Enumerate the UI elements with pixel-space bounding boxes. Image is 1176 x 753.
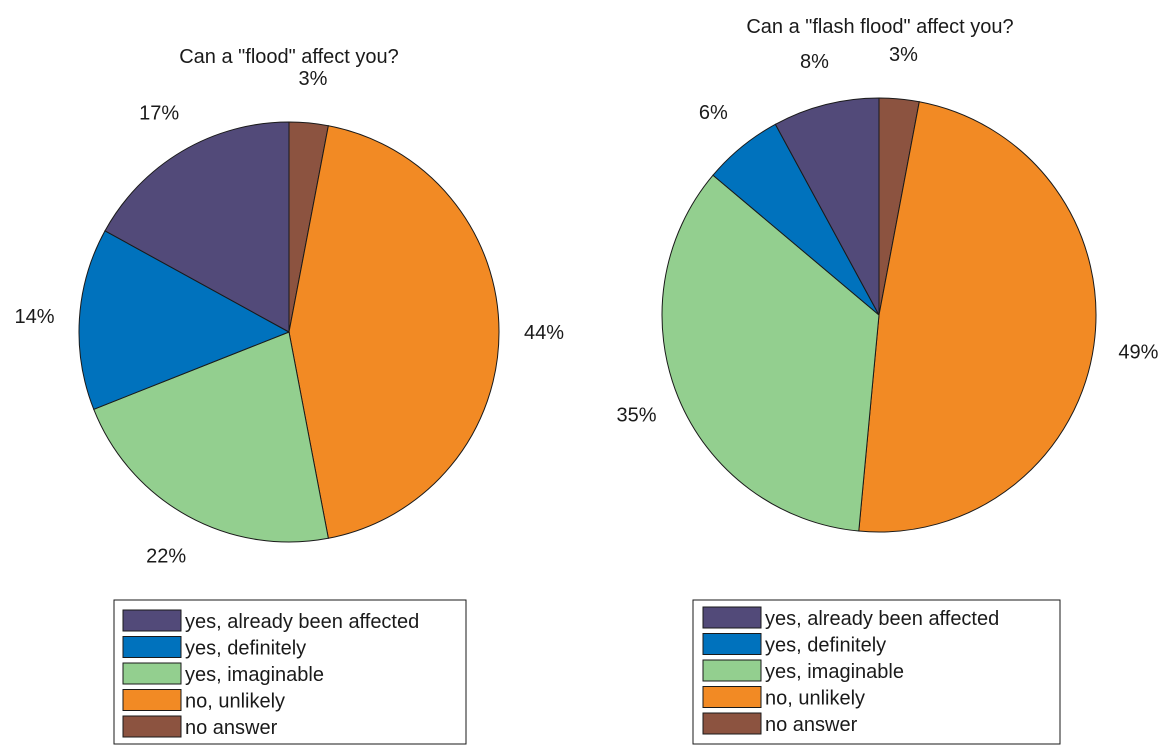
chart-title-flash-flood: Can a "flash flood" affect you? — [746, 16, 1013, 38]
pie-slice-yes-already-been-affected — [774, 97, 880, 316]
legend-items: yes, already been affected yes, definitel… — [702, 606, 999, 736]
legend-label-yes-already-been-affected: yes, already been affected — [765, 608, 999, 630]
pie-label-yes-already-been-affected: 17% — [139, 103, 179, 125]
legend-label-no-answer: no answer — [185, 717, 278, 739]
legend-label-no-unlikely: no, unlikely — [765, 688, 865, 710]
pie-slice-yes-definitely — [78, 230, 291, 410]
legend-swatch-yes-imaginable — [122, 662, 182, 685]
pie-slice-yes-already-been-affected — [104, 121, 290, 333]
chart-title-flood: Can a "flood" affect you? — [179, 46, 399, 68]
pie-label-no-unlikely: 44% — [524, 322, 564, 344]
legend-label-yes-imaginable: yes, imaginable — [185, 664, 324, 686]
legend-swatch-yes-definitely — [702, 633, 762, 655]
pie-label-yes-imaginable: 22% — [146, 545, 186, 567]
legend-label-yes-imaginable: yes, imaginable — [765, 661, 904, 683]
legend-label-yes-definitely: yes, definitely — [185, 638, 306, 660]
pie-label-no-answer: 3% — [889, 44, 918, 66]
legend-swatch-no-answer — [122, 715, 182, 738]
legend-flood: yes, already been affected yes, definitel… — [113, 599, 467, 745]
legend-label-no-unlikely: no, unlikely — [185, 691, 285, 713]
pie-label-no-unlikely: 49% — [1118, 342, 1158, 364]
legend-label-no-answer: no answer — [765, 714, 858, 736]
legend-label-yes-definitely: yes, definitely — [765, 635, 886, 657]
pie-slice-no-unlikely — [288, 125, 500, 539]
pie-slices — [78, 121, 500, 543]
pie-labels: 3% 44% 22% 14% 17% — [14, 68, 564, 567]
pie-label-yes-definitely: 14% — [14, 306, 54, 328]
pie-chart-flood: Can a "flood" affect you? 3% 44% 22% 14% 17% — [14, 46, 564, 567]
legend-flash-flood: yes, already been affected yes, definitel… — [692, 599, 1061, 745]
legend-swatch-no-unlikely — [122, 689, 182, 711]
pie-label-yes-definitely: 6% — [699, 102, 728, 124]
pie-label-yes-already-been-affected: 8% — [800, 51, 829, 73]
pie-chart-flash-flood: Can a "flash flood" affect you? 3% 49% 35%… — [617, 16, 1159, 533]
pie-label-no-answer: 3% — [299, 68, 328, 90]
pie-slices — [661, 97, 1097, 533]
legend-swatch-yes-definitely — [122, 636, 182, 658]
pie-label-yes-imaginable: 35% — [617, 404, 657, 426]
pie-slice-no-unlikely — [858, 101, 1097, 533]
legend-swatch-no-unlikely — [702, 686, 762, 708]
pie-slice-yes-imaginable — [93, 331, 329, 543]
legend-swatch-yes-already-been-affected — [702, 606, 762, 629]
legend-swatch-yes-imaginable — [702, 659, 762, 682]
legend-label-yes-already-been-affected: yes, already been affected — [185, 611, 419, 633]
pie-labels: 3% 49% 35% 6% 8% — [617, 44, 1159, 426]
legend-swatch-no-answer — [702, 712, 762, 735]
pie-slice-yes-imaginable — [661, 174, 880, 532]
legend-swatch-yes-already-been-affected — [122, 609, 182, 632]
legend-items: yes, already been affected yes, definitel… — [122, 609, 419, 739]
